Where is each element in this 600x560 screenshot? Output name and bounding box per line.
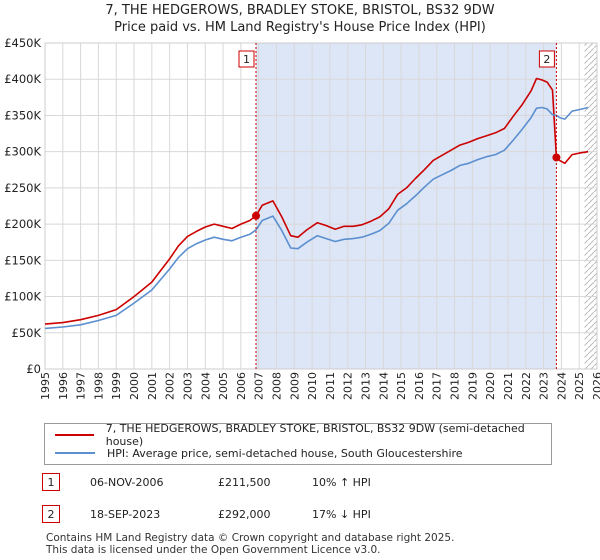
price-chart: £0 £50K £100K £150K £200K £250K £300K £350K £400… (4, 36, 600, 400)
sale-annotation-label: 1 (243, 53, 250, 66)
x-tick-label: 2013 (360, 372, 373, 400)
forecast-hatch (584, 43, 597, 369)
x-tick-label: 1995 (39, 372, 52, 400)
x-tick-label: 2009 (288, 372, 301, 400)
x-tick-label: 2002 (164, 372, 177, 400)
chart-legend: 7, THE HEDGEROWS, BRADLEY STOKE, BRISTOL… (44, 422, 552, 465)
sale-hpi-diff: 17% ↓ HPI (312, 508, 371, 521)
x-tick-label: 1998 (92, 372, 105, 400)
axis-tick-labels: £0 £50K £100K £150K £200K £250K £300K £350K £400… (4, 36, 600, 400)
x-tick-label: 2003 (181, 372, 194, 400)
grid-lines (44, 42, 598, 370)
sale-price: £211,500 (218, 476, 271, 489)
legend-label-hpi: HPI: Average price, semi-detached house,… (107, 446, 463, 460)
y-tick-label: £350K (4, 108, 41, 122)
x-tick-label: 2007 (253, 372, 266, 400)
legend-item-hpi: HPI: Average price, semi-detached house,… (45, 444, 463, 462)
series-line-hpi (44, 106, 589, 330)
x-tick-label: 1996 (57, 372, 70, 400)
y-tick-label: £50K (12, 326, 42, 340)
x-tick-label: 2023 (538, 372, 551, 400)
x-tick-label: 2025 (573, 372, 586, 400)
x-tick-label: 2018 (449, 372, 462, 400)
sale-point (252, 211, 261, 220)
x-tick-label: 2021 (502, 372, 515, 400)
x-tick-label: 2005 (217, 372, 230, 400)
sale-hpi-diff: 10% ↑ HPI (312, 476, 371, 489)
footer-line-2: This data is licensed under the Open Gov… (46, 544, 381, 556)
plot-border (44, 42, 598, 370)
y-tick-label: £200K (4, 217, 41, 231)
chart-subtitle: Price paid vs. HM Land Registry's House … (114, 20, 486, 35)
plot-background (45, 43, 597, 369)
x-tick-label: 1997 (75, 372, 88, 400)
x-tick-label: 2019 (466, 372, 479, 400)
chart-title: 7, THE HEDGEROWS, BRADLEY STOKE, BRISTOL… (105, 3, 495, 18)
x-tick-label: 2016 (413, 372, 426, 400)
sale-row: 1 06-NOV-2006 £211,500 10% ↑ HPI (42, 473, 542, 495)
sale-date: 06-NOV-2006 (90, 476, 164, 489)
y-tick-label: £300K (4, 145, 41, 159)
footer-line-1: Contains HM Land Registry data © Crown c… (46, 532, 455, 544)
x-tick-label: 2001 (146, 372, 159, 400)
x-tick-label: 2024 (555, 372, 568, 400)
x-tick-label: 2017 (431, 372, 444, 400)
series-line-property (44, 77, 589, 325)
x-tick-label: 2011 (324, 372, 337, 400)
x-tick-label: 2014 (377, 372, 390, 400)
x-tick-label: 2010 (306, 372, 319, 400)
legend-swatch-property (55, 434, 94, 436)
legend-swatch-hpi (55, 452, 95, 454)
x-tick-label: 2004 (199, 372, 212, 400)
x-tick-label: 2012 (342, 372, 355, 400)
sale-point (552, 153, 561, 162)
series-lines (44, 77, 589, 330)
sale-annotation-label: 2 (543, 53, 550, 66)
x-tick-label: 2026 (591, 372, 600, 400)
sale-annotation-box (538, 50, 555, 68)
legend-label-property: 7, THE HEDGEROWS, BRADLEY STOKE, BRISTOL… (105, 422, 525, 448)
y-tick-label: £150K (4, 253, 41, 267)
y-tick-label: £400K (4, 72, 41, 86)
x-tick-label: 2008 (270, 372, 283, 400)
legend-item-property: 7, THE HEDGEROWS, BRADLEY STOKE, BRISTOL… (45, 422, 551, 448)
y-tick-label: £0 (26, 362, 41, 376)
x-tick-label: 1999 (110, 372, 123, 400)
y-tick-label: £450K (4, 36, 41, 50)
x-tick-label: 2020 (484, 372, 497, 400)
y-tick-label: £250K (4, 181, 41, 195)
footer-attribution: Contains HM Land Registry data © Crown c… (46, 532, 454, 556)
shaded-period (256, 43, 557, 369)
sale-price: £292,000 (218, 508, 271, 521)
sale-marker-badge: 2 (42, 505, 60, 523)
sale-date: 18-SEP-2023 (90, 508, 161, 521)
x-tick-label: 2022 (520, 372, 533, 400)
x-tick-label: 2015 (395, 372, 408, 400)
sale-marker-badge: 1 (42, 473, 60, 491)
sale-annotation-box (238, 50, 255, 68)
x-tick-label: 2006 (235, 372, 248, 400)
y-tick-label: £100K (4, 290, 41, 304)
sale-row: 2 18-SEP-2023 £292,000 17% ↓ HPI (42, 505, 542, 527)
x-tick-label: 2000 (128, 372, 141, 400)
